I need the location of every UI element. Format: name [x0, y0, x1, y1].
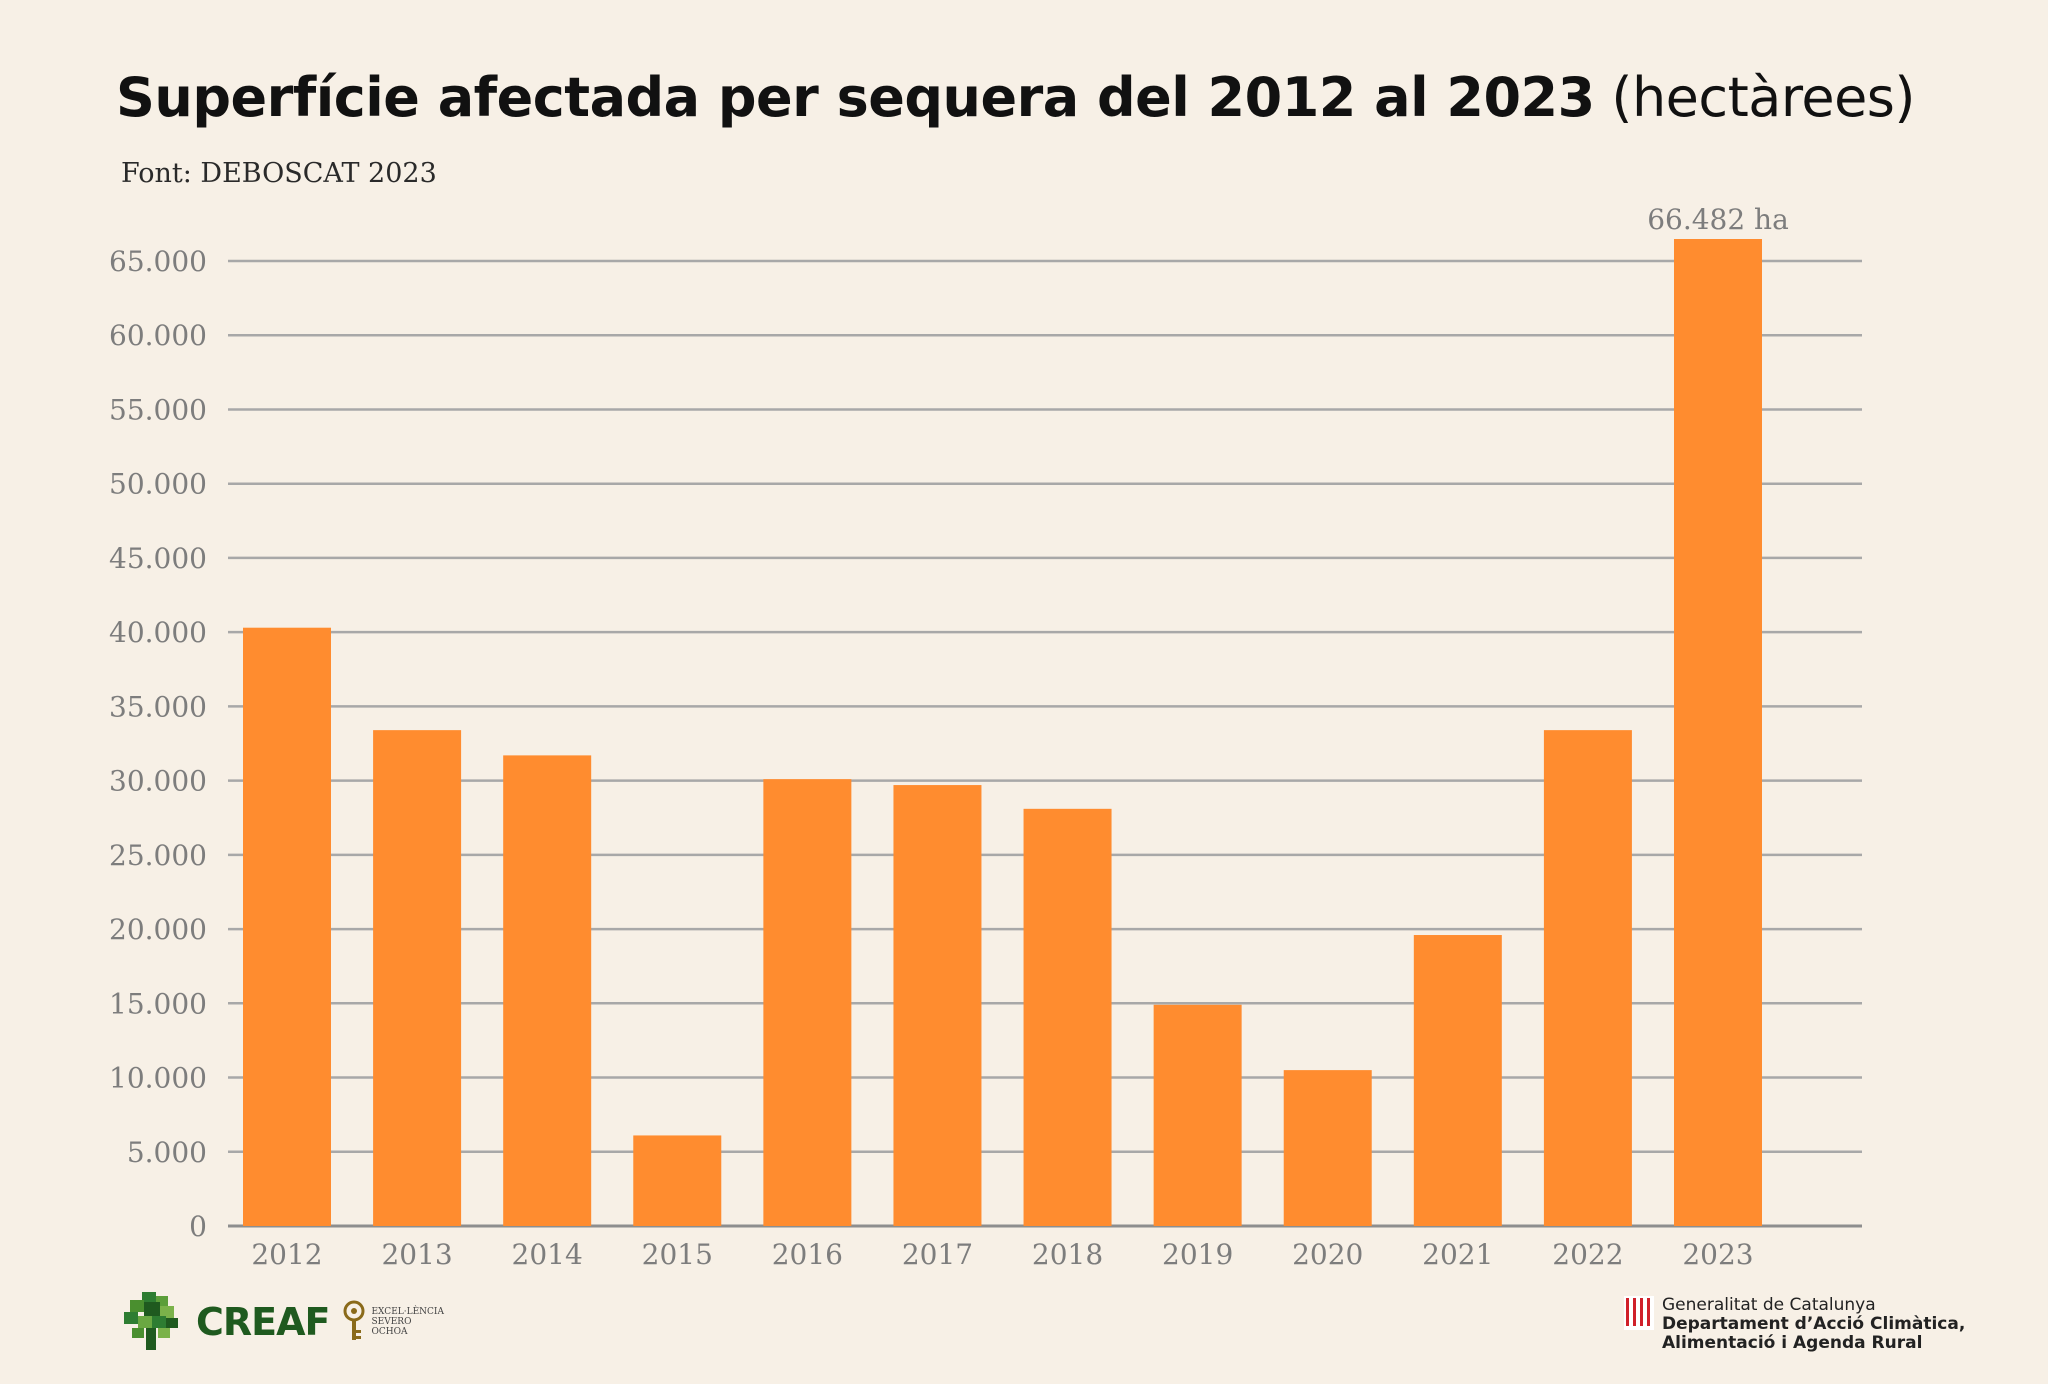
y-tick-label: 50.000	[109, 468, 207, 501]
y-tick-label: 65.000	[109, 245, 207, 278]
bar-2012	[243, 627, 331, 1226]
y-tick-label: 20.000	[109, 913, 207, 946]
creaf-logo-text: CREAF	[196, 1300, 330, 1344]
chart-title-main: Superfície afectada per sequera del 2012…	[116, 66, 1595, 129]
bar-2022	[1543, 730, 1632, 1226]
bar-2014	[503, 755, 592, 1226]
data-label: 66.482 ha	[1647, 203, 1789, 236]
chart-title-unit: (hectàrees)	[1611, 66, 1916, 129]
y-tick-label: 0	[189, 1210, 207, 1243]
y-tick-label: 10.000	[109, 1062, 207, 1095]
bar-2015	[633, 1135, 722, 1226]
y-tick-label: 55.000	[109, 393, 207, 426]
bar-2020	[1283, 1070, 1372, 1226]
severo-ochoa-logo: EXCEL·LÈNCIA SEVERO OCHOA	[343, 1300, 444, 1344]
x-tick-label: 2012	[251, 1238, 322, 1271]
x-tick-label: 2013	[381, 1238, 452, 1271]
x-tick-label: 2017	[902, 1238, 973, 1271]
creaf-tree-icon	[124, 1292, 178, 1350]
y-tick-label: 60.000	[109, 319, 207, 352]
gencat-logo-group: Generalitat de Catalunya Departament d’A…	[1624, 1296, 1965, 1353]
gencat-text: Generalitat de Catalunya Departament d’A…	[1662, 1296, 1965, 1353]
y-tick-label: 30.000	[109, 765, 207, 798]
y-tick-label: 35.000	[109, 690, 207, 723]
severo-ochoa-icon	[343, 1300, 365, 1340]
severo-ochoa-text: EXCEL·LÈNCIA SEVERO OCHOA	[371, 1307, 444, 1337]
x-tick-label: 2016	[772, 1238, 843, 1271]
y-tick-label: 15.000	[109, 987, 207, 1020]
bar-2023	[1674, 238, 1762, 1227]
x-tick-label: 2020	[1292, 1238, 1363, 1271]
x-tick-label: 2019	[1162, 1238, 1233, 1271]
bar-2018	[1023, 808, 1112, 1226]
bar-2017	[893, 785, 982, 1226]
gencat-line-2: Departament d’Acció Climàtica,	[1662, 1314, 1966, 1334]
bar-layer	[243, 238, 1762, 1227]
x-tick-label: 2022	[1552, 1238, 1623, 1271]
gencat-line-3: Alimentació i Agenda Rural	[1662, 1333, 1923, 1353]
y-tick-label: 45.000	[109, 542, 207, 575]
y-tick-label: 5.000	[127, 1136, 207, 1169]
x-tick-label: 2015	[642, 1238, 713, 1271]
bar-2016	[763, 779, 852, 1226]
bar-2019	[1153, 1004, 1242, 1226]
chart-source: Font: DEBOSCAT 2023	[121, 158, 437, 189]
gencat-flag-icon	[1624, 1296, 1654, 1330]
x-tick-label: 2018	[1032, 1238, 1103, 1271]
y-tick-label: 40.000	[109, 616, 207, 649]
x-tick-label: 2021	[1422, 1238, 1493, 1271]
label-layer: 0 5.000 10.000 15.000 20.000 25.000 30.000 35.0…	[109, 203, 1789, 1271]
x-tick-label: 2014	[512, 1238, 583, 1271]
bar-2013	[373, 730, 462, 1226]
gencat-line-1: Generalitat de Catalunya	[1662, 1295, 1876, 1315]
creaf-logo-group: CREAF EXCEL·LÈNCIA SEVERO OCHOA	[122, 1292, 444, 1352]
y-tick-label: 25.000	[109, 839, 207, 872]
chart-title: Superfície afectada per sequera del 2012…	[116, 66, 1916, 129]
bar-2021	[1413, 935, 1502, 1226]
x-tick-label: 2023	[1682, 1238, 1753, 1271]
